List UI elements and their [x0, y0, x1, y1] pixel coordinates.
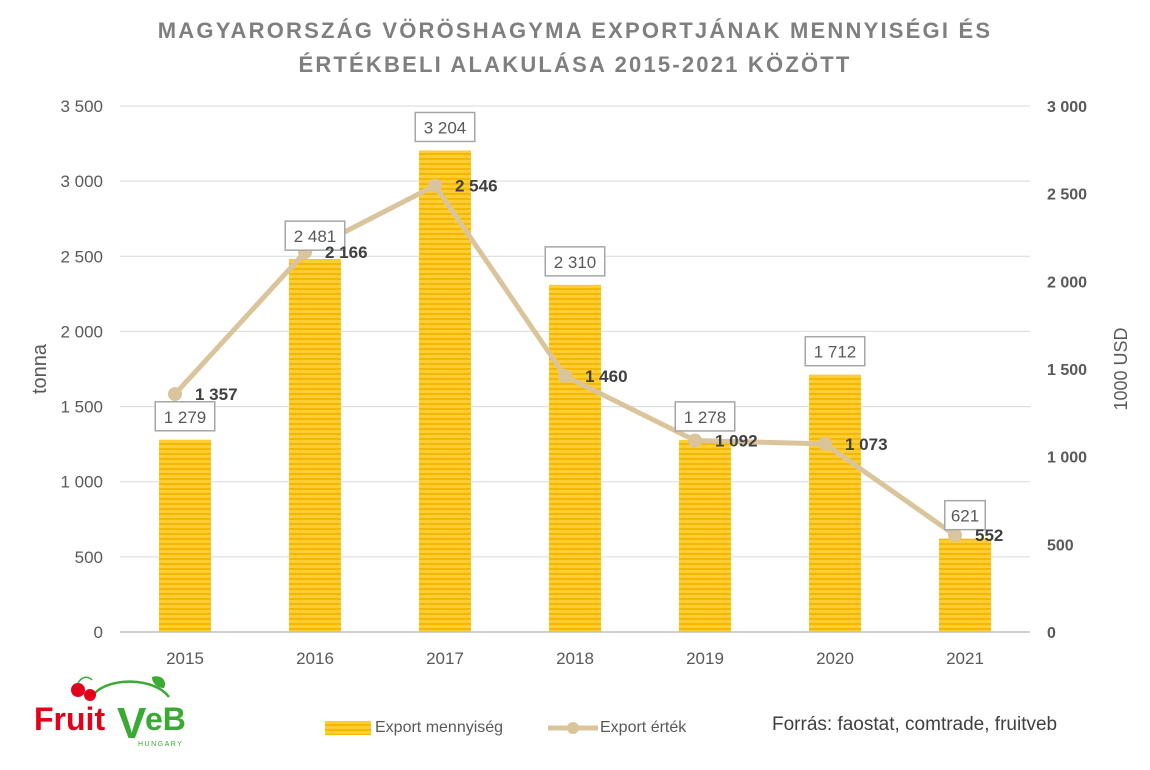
x-tick-label: 2016 [296, 649, 334, 668]
y2-tick-label: 3 000 [1047, 99, 1087, 116]
bar [159, 439, 211, 632]
x-tick-label: 2019 [686, 649, 724, 668]
chart-title-line-1: MAGYARORSZÁG VÖRÖSHAGYMA EXPORTJÁNAK MEN… [157, 18, 993, 43]
line-data-label: 1 073 [845, 435, 888, 454]
legend-item-line: Export érték [548, 715, 686, 741]
logo-text-fruit: Fruit [34, 701, 105, 737]
bar-label-box [674, 401, 736, 432]
line-point [688, 433, 702, 448]
bar-data-label: 1 278 [684, 408, 727, 427]
line-data-label: 552 [975, 526, 1003, 545]
bar-data-label: 1 712 [814, 343, 857, 362]
bar [679, 439, 731, 632]
x-tick-label: 2017 [426, 649, 464, 668]
legend-label-line: Export érték [600, 719, 687, 736]
bar [809, 374, 861, 632]
y-tick-label: 3 000 [60, 172, 103, 191]
y-axis-title: tonna [29, 343, 51, 394]
line-point [948, 528, 962, 543]
line-data-label: 1 460 [585, 367, 628, 386]
bar-label-box [544, 246, 606, 277]
bar-label-box [154, 401, 216, 432]
y-tick-label: 2 500 [60, 247, 103, 266]
y2-tick-label: 1 500 [1047, 362, 1087, 379]
legend-item-bar: Export mennyiség [325, 715, 503, 741]
line-point [168, 387, 182, 402]
bar-label-box [944, 499, 986, 531]
y2-tick-label: 2 500 [1047, 187, 1087, 204]
bar-label-box [284, 220, 346, 251]
y2-tick-label: 0 [1047, 625, 1056, 642]
bar [289, 259, 341, 632]
fruitveb-logo: Fruit V eB HUNGARY [34, 672, 194, 752]
line-data-label: 2 166 [325, 243, 368, 262]
y2-axis-title: 1000 USD [1111, 327, 1131, 410]
y-tick-label: 3 500 [60, 97, 103, 116]
fruitveb-logo-graphic: Fruit V eB HUNGARY [34, 676, 186, 748]
x-tick-label: 2021 [946, 649, 984, 668]
y2-tick-label: 500 [1047, 537, 1074, 554]
legend-swatch-bar [325, 721, 371, 735]
bar-data-label: 621 [951, 507, 979, 526]
y2-tick-label: 2 000 [1047, 274, 1087, 291]
y-tick-label: 500 [75, 548, 103, 567]
line-data-label: 1 092 [715, 432, 758, 451]
line-point [818, 436, 832, 451]
y-tick-label: 1 500 [60, 398, 103, 417]
y-tick-label: 1 000 [60, 473, 103, 492]
bar [419, 150, 471, 633]
line-point [428, 178, 442, 193]
bar-data-label: 3 204 [424, 118, 467, 137]
bar-data-label: 2 310 [554, 253, 597, 272]
x-tick-label: 2015 [166, 649, 204, 668]
bar [939, 538, 991, 632]
bar-label-box [414, 111, 476, 143]
bar-data-label: 2 481 [294, 227, 337, 246]
chart-plot-area: 1 279 2 481 3 204 2 310 1 278 1 712 621 1 357 2 … [29, 97, 1131, 668]
y-tick-label: 0 [94, 623, 103, 642]
line-point [558, 369, 572, 384]
line-data-label: 2 546 [455, 177, 498, 196]
legend-label-bar: Export mennyiség [375, 719, 504, 736]
x-tick-label: 2018 [556, 649, 594, 668]
bar-label-box [804, 335, 866, 367]
logo-text-hungary: HUNGARY [138, 741, 183, 748]
x-tick-label: 2020 [816, 649, 854, 668]
line-data-label: 1 357 [195, 385, 238, 404]
logo-text-eb: eB [145, 701, 186, 737]
bar-data-label: 1 279 [164, 408, 207, 427]
chart-title-line-2: ÉRTÉKBELI ALAKULÁSA 2015-2021 KÖZÖTT [298, 52, 852, 77]
y-tick-label: 2 000 [60, 322, 103, 341]
y2-tick-label: 1 000 [1047, 450, 1087, 467]
source-text: Forrás: faostat, comtrade, fruitveb [772, 714, 1058, 735]
bar [549, 284, 601, 632]
logo-text-v: V [117, 699, 147, 748]
legend-swatch-line [548, 722, 598, 734]
